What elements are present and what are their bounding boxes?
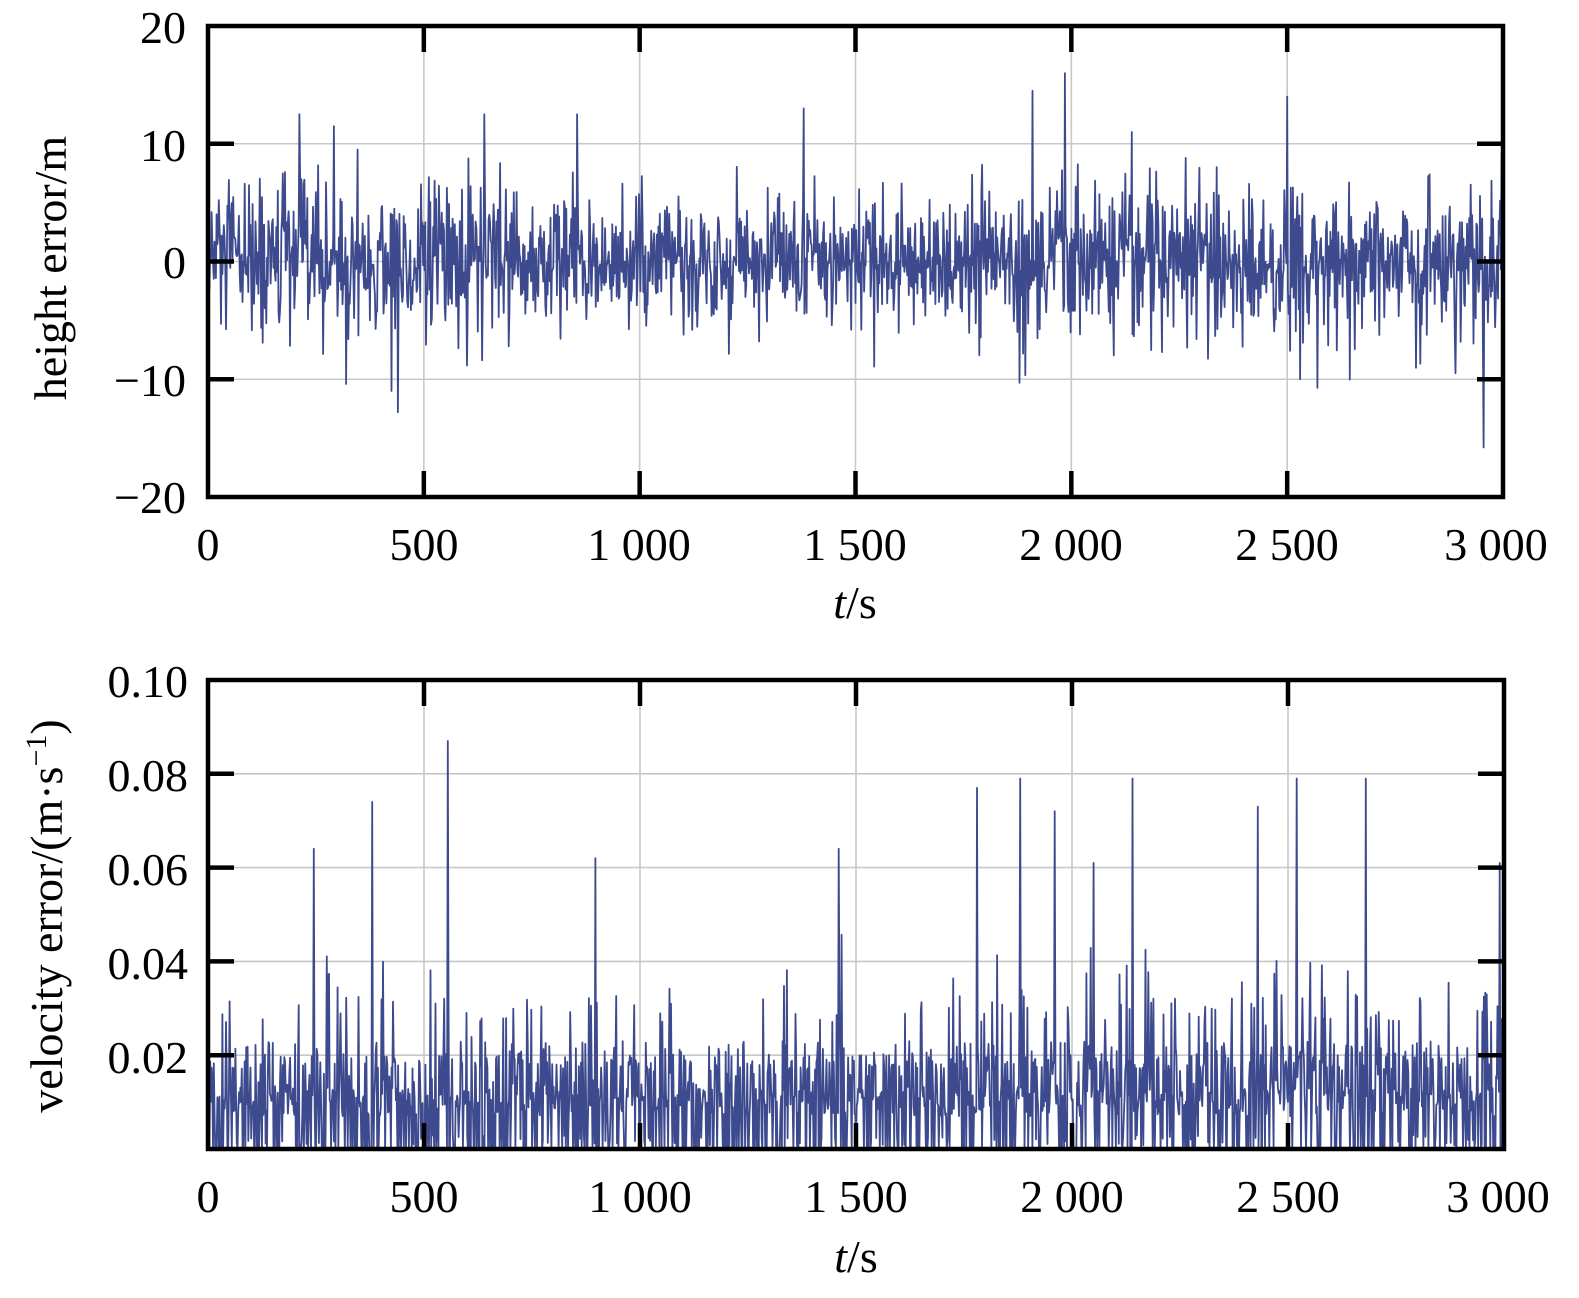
x-tick-label: 500 xyxy=(390,519,459,570)
y-tick-label: 0.02 xyxy=(108,1032,189,1083)
y-tick-label: 0.08 xyxy=(108,750,189,801)
x-axis-label-italic: t xyxy=(833,577,847,628)
x-axis-label-italic: t xyxy=(834,1231,848,1282)
y-tick-label: −20 xyxy=(114,472,186,523)
x-tick-label: 1 000 xyxy=(588,1171,692,1222)
height-error-x-axis-label: t/s xyxy=(833,577,876,628)
y-tick-label: 0.06 xyxy=(108,844,189,895)
velocity-error-x-axis-label: t/s xyxy=(834,1231,877,1282)
x-tick-label: 2 500 xyxy=(1235,519,1339,570)
x-tick-label: 1 500 xyxy=(804,1171,908,1222)
velocity-error-x-tick-labels: 0 500 1 000 1 500 2 000 2 500 3 000 xyxy=(197,1171,1550,1222)
x-axis-label-unit: /s xyxy=(846,577,877,628)
y-tick-label: 10 xyxy=(140,120,186,171)
y-tick-label: 0.04 xyxy=(108,938,189,989)
height-error-line xyxy=(207,72,1504,449)
y-axis-label-close: ) xyxy=(21,719,72,734)
x-tick-label: 3 000 xyxy=(1446,1171,1550,1222)
height-error-panel: 20 10 0 −10 −20 0 500 1 000 1 500 2 000 … xyxy=(25,2,1548,628)
x-tick-label: 1 000 xyxy=(587,519,691,570)
x-tick-label: 3 000 xyxy=(1444,519,1548,570)
height-error-tick-marks xyxy=(208,26,1503,497)
x-tick-label: 2 500 xyxy=(1236,1171,1340,1222)
y-tick-label: 0.10 xyxy=(108,656,189,707)
y-axis-label-main: velocity error/(m·s xyxy=(21,767,72,1113)
velocity-error-panel: 0.10 0.08 0.06 0.04 0.02 0 500 1 000 1 5… xyxy=(20,656,1550,1282)
x-axis-label-unit: /s xyxy=(847,1231,878,1282)
velocity-error-grid xyxy=(208,680,1504,1149)
height-error-y-axis-label: height error/m xyxy=(25,136,76,401)
velocity-error-tick-marks xyxy=(208,680,1504,1149)
velocity-error-y-axis-label: velocity error/(m·s−1) xyxy=(20,719,72,1112)
height-error-series xyxy=(207,72,1504,449)
x-tick-label: 1 500 xyxy=(803,519,907,570)
y-tick-label: 20 xyxy=(140,2,186,53)
y-axis-label-superscript: −1 xyxy=(20,735,53,767)
velocity-error-y-tick-labels: 0.10 0.08 0.06 0.04 0.02 xyxy=(108,656,189,1083)
height-error-x-tick-labels: 0 500 1 000 1 500 2 000 2 500 3 000 xyxy=(197,519,1548,570)
y-tick-label: −10 xyxy=(114,355,186,406)
x-tick-label: 2 000 xyxy=(1019,519,1123,570)
x-tick-label: 0 xyxy=(197,519,220,570)
height-error-y-tick-labels: 20 10 0 −10 −20 xyxy=(114,2,186,523)
x-tick-label: 0 xyxy=(197,1171,220,1222)
y-tick-label: 0 xyxy=(163,237,186,288)
x-tick-label: 500 xyxy=(390,1171,459,1222)
x-tick-label: 2 000 xyxy=(1020,1171,1124,1222)
